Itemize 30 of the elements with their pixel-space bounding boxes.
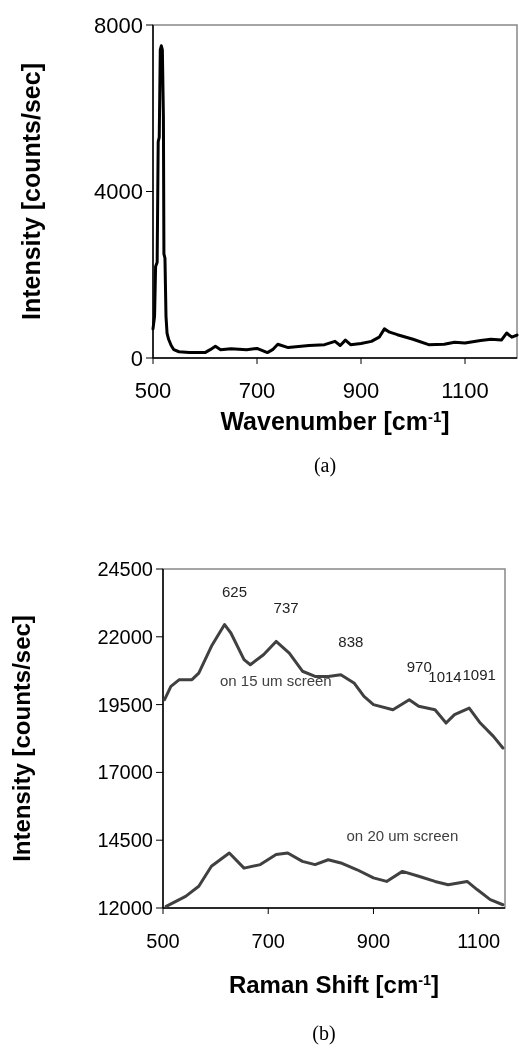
x-tick-label: 700: [251, 930, 285, 952]
x-tick-label: 900: [342, 378, 380, 403]
series-label: on 20 um screen: [346, 827, 459, 845]
annotation: 1091: [462, 666, 496, 684]
x-axis-title: Raman Shift [cm$^{-1}$]: [228, 971, 440, 998]
annotation: 625: [222, 582, 248, 600]
y-tick-label: 22000: [97, 625, 153, 648]
y-axis-title: Intensity [counts/sec]: [8, 615, 35, 862]
x-tick-label: 1100: [457, 930, 501, 952]
y-tick-label: 24500: [97, 558, 153, 580]
series-label: on 15 um screen: [219, 672, 332, 690]
x-tick-label: 900: [356, 930, 391, 952]
y-tick-label: 4000: [94, 179, 143, 205]
x-tick-label: 1100: [441, 378, 489, 403]
annotation: 737: [273, 599, 299, 617]
x-tick-label: 500: [146, 930, 180, 952]
line-series: [163, 623, 505, 750]
y-tick-label: 0: [130, 345, 143, 371]
y-tick-label: 12000: [97, 897, 153, 919]
text: (a): [313, 454, 337, 477]
y-tick-label: 17000: [97, 761, 153, 784]
text: (b): [312, 1022, 336, 1045]
annotation: 838: [338, 632, 364, 650]
y-tick-label: 14500: [97, 829, 153, 852]
y-axis-title: Intensity [counts/sec]: [17, 63, 45, 320]
x-axis-title: Wavenumber [cm$^{-1}$]: [220, 407, 450, 435]
y-tick-label: 8000: [94, 12, 143, 38]
y-tick-label: 19500: [97, 693, 153, 716]
x-tick-label: 700: [238, 378, 276, 403]
x-tick-label: 500: [134, 378, 172, 403]
